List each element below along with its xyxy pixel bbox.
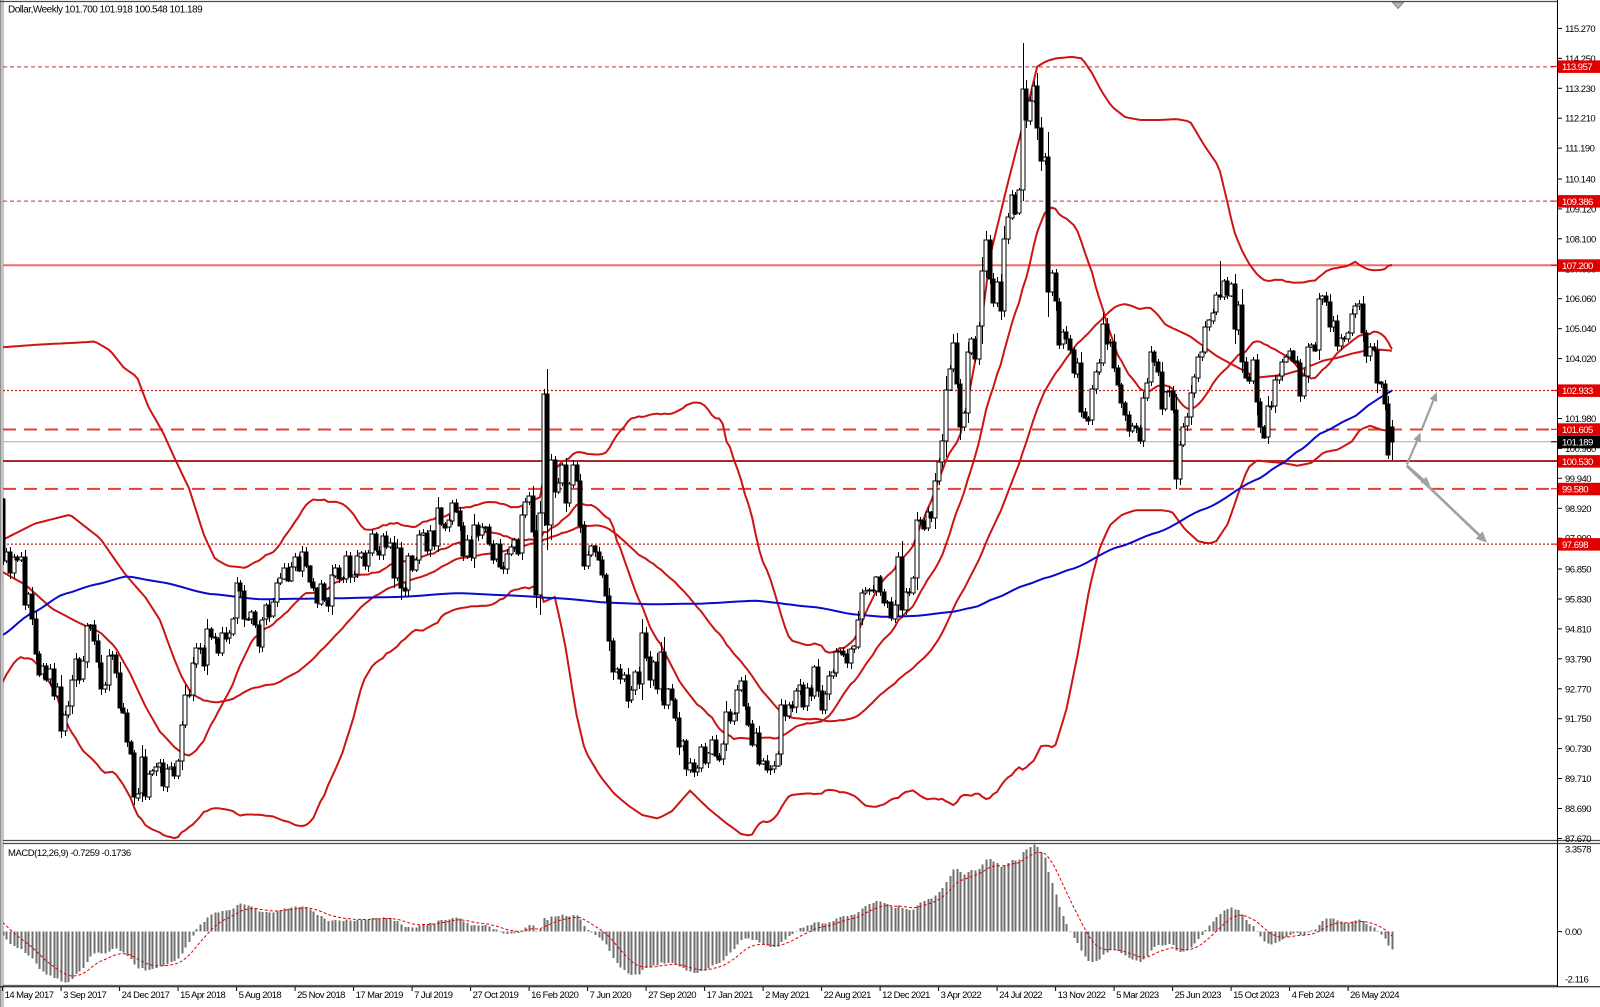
- svg-text:91.750: 91.750: [1565, 714, 1591, 725]
- svg-text:26 May 2024: 26 May 2024: [1350, 990, 1399, 1001]
- svg-text:5 Aug 2018: 5 Aug 2018: [239, 990, 282, 1001]
- svg-text:115.270: 115.270: [1565, 24, 1595, 35]
- svg-text:101.605: 101.605: [1562, 425, 1593, 436]
- svg-text:Dollar,Weekly 101.700 101.918: Dollar,Weekly 101.700 101.918 100.548 10…: [8, 5, 203, 16]
- svg-text:17 Jan 2021: 17 Jan 2021: [707, 990, 754, 1001]
- svg-text:94.810: 94.810: [1565, 624, 1591, 635]
- svg-text:98.920: 98.920: [1565, 504, 1591, 515]
- svg-text:MACD(12,26,9) -0.7259 -0.1736: MACD(12,26,9) -0.7259 -0.1736: [8, 848, 131, 859]
- svg-text:114.250: 114.250: [1565, 54, 1595, 65]
- svg-text:111.190: 111.190: [1565, 144, 1595, 155]
- svg-text:3.3578: 3.3578: [1565, 845, 1591, 856]
- svg-text:100.960: 100.960: [1565, 444, 1596, 455]
- svg-text:90.730: 90.730: [1565, 744, 1591, 755]
- svg-text:99.940: 99.940: [1565, 474, 1591, 485]
- svg-text:5 Mar 2023: 5 Mar 2023: [1116, 990, 1159, 1001]
- svg-text:16 Feb 2020: 16 Feb 2020: [531, 990, 579, 1001]
- svg-text:109.120: 109.120: [1565, 204, 1596, 215]
- svg-text:95.830: 95.830: [1565, 595, 1591, 606]
- svg-text:92.770: 92.770: [1565, 684, 1591, 695]
- svg-text:2 May 2021: 2 May 2021: [765, 990, 809, 1001]
- svg-text:4 Feb 2024: 4 Feb 2024: [1292, 990, 1335, 1001]
- svg-text:27 Oct 2019: 27 Oct 2019: [473, 990, 519, 1001]
- svg-text:3 Apr 2022: 3 Apr 2022: [941, 990, 982, 1001]
- svg-text:97.698: 97.698: [1562, 540, 1588, 551]
- svg-text:88.690: 88.690: [1565, 804, 1591, 815]
- svg-text:93.790: 93.790: [1565, 654, 1591, 665]
- svg-text:13 Nov 2022: 13 Nov 2022: [1058, 990, 1106, 1001]
- svg-text:25 Jun 2023: 25 Jun 2023: [1175, 990, 1222, 1001]
- svg-text:3 Sep 2017: 3 Sep 2017: [63, 990, 106, 1001]
- svg-text:101.980: 101.980: [1565, 414, 1596, 425]
- svg-text:24 Dec 2017: 24 Dec 2017: [122, 990, 170, 1001]
- svg-text:7 Jun 2020: 7 Jun 2020: [590, 990, 632, 1001]
- svg-text:-2.116: -2.116: [1565, 975, 1588, 986]
- svg-text:107.200: 107.200: [1562, 261, 1593, 272]
- svg-text:7 Jul 2019: 7 Jul 2019: [414, 990, 453, 1001]
- svg-text:27 Sep 2020: 27 Sep 2020: [648, 990, 696, 1001]
- svg-text:106.060: 106.060: [1565, 294, 1596, 305]
- svg-text:102.933: 102.933: [1562, 386, 1593, 397]
- svg-text:108.100: 108.100: [1565, 234, 1596, 245]
- svg-text:109.386: 109.386: [1562, 197, 1593, 208]
- svg-text:113.230: 113.230: [1565, 84, 1595, 95]
- svg-text:14 May 2017: 14 May 2017: [5, 990, 54, 1001]
- svg-text:0.00: 0.00: [1565, 927, 1582, 938]
- svg-text:105.040: 105.040: [1565, 324, 1596, 335]
- svg-text:96.850: 96.850: [1565, 565, 1591, 576]
- svg-text:25 Nov 2018: 25 Nov 2018: [297, 990, 345, 1001]
- svg-text:17 Mar 2019: 17 Mar 2019: [356, 990, 404, 1001]
- svg-text:12 Dec 2021: 12 Dec 2021: [882, 990, 930, 1001]
- svg-text:101.189: 101.189: [1562, 438, 1593, 449]
- svg-text:112.210: 112.210: [1565, 114, 1595, 125]
- svg-text:15 Oct 2023: 15 Oct 2023: [1233, 990, 1279, 1001]
- svg-text:22 Aug 2021: 22 Aug 2021: [824, 990, 872, 1001]
- svg-text:110.140: 110.140: [1565, 175, 1595, 186]
- svg-text:87.670: 87.670: [1565, 834, 1591, 845]
- svg-text:15 Apr 2018: 15 Apr 2018: [180, 990, 225, 1001]
- svg-text:104.020: 104.020: [1565, 354, 1596, 365]
- svg-text:100.530: 100.530: [1562, 457, 1593, 468]
- svg-text:99.580: 99.580: [1562, 485, 1588, 496]
- svg-text:89.710: 89.710: [1565, 774, 1591, 785]
- svg-text:113.957: 113.957: [1562, 62, 1592, 73]
- svg-text:24 Jul 2022: 24 Jul 2022: [999, 990, 1042, 1001]
